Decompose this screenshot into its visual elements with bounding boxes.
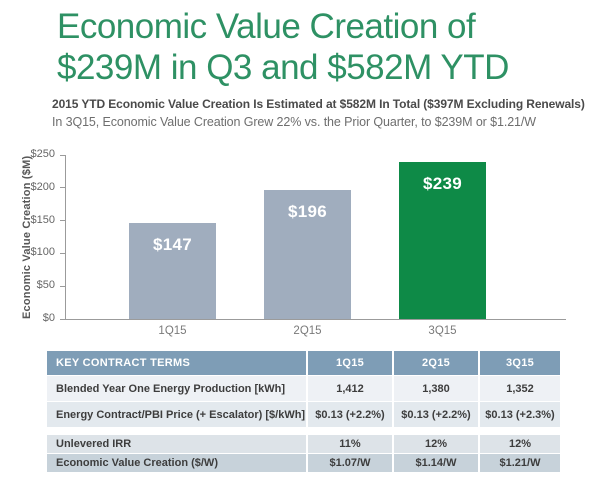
table-header-cell: KEY CONTRACT TERMS — [47, 351, 306, 375]
x-axis-label: 2Q15 — [293, 325, 322, 337]
subtitle-regular: In 3Q15, Economic Value Creation Grew 22… — [52, 115, 536, 129]
table-row: Economic Value Creation ($/W) $1.07/W $1.1… — [47, 454, 560, 472]
bar-value-label: $196 — [287, 202, 328, 222]
contract-terms-table: KEY CONTRACT TERMS 1Q15 2Q15 3Q15 Blended Ye… — [47, 351, 560, 473]
plot-area: Economic Value Creation ($M) $0 $50 $100 $1… — [21, 148, 566, 337]
y-tick-mark — [60, 187, 66, 189]
table-row-label: Energy Contract/PBI Price (+ Escalator) … — [47, 402, 306, 427]
y-tick-label: $250 — [30, 148, 55, 160]
page-title-line-2: $239M in Q3 and $582M YTD — [57, 48, 509, 87]
table-header-row: KEY CONTRACT TERMS 1Q15 2Q15 3Q15 — [47, 351, 560, 375]
y-tick-mark — [60, 252, 66, 254]
page-title: Economic Value Creation of $239M in Q3 a… — [57, 6, 577, 88]
table-row-label: Unlevered IRR — [47, 435, 306, 453]
table-cell: 12% — [394, 435, 478, 453]
y-tick-label: $200 — [30, 180, 55, 193]
table-row-label: Blended Year One Energy Production [kWh] — [47, 376, 306, 401]
table-cell: 1,412 — [308, 376, 392, 401]
table-row: Unlevered IRR 11% 12% 12% — [47, 435, 560, 453]
bar-value-label: $147 — [152, 234, 193, 254]
table-row-label: Economic Value Creation ($/W) — [47, 454, 306, 472]
y-tick-label: $100 — [30, 246, 55, 259]
table-section-spacer — [47, 428, 560, 435]
table-row: Energy Contract/PBI Price (+ Escalator) … — [47, 402, 560, 427]
table-cell: $0.13 (+2.3%) — [480, 402, 560, 427]
table-cell: $0.13 (+2.2%) — [308, 402, 392, 427]
x-axis-label: 1Q15 — [158, 325, 187, 337]
y-tick-mark — [60, 285, 66, 287]
table-cell: 11% — [308, 435, 392, 453]
y-tick-mark — [60, 154, 66, 156]
y-tick-label: $50 — [36, 279, 55, 292]
bar-2q15: $196 — [264, 190, 351, 319]
bar-3q15: $239 — [399, 162, 486, 319]
x-axis-label: 3Q15 — [428, 325, 457, 337]
table-cell: $1.07/W — [308, 454, 392, 472]
table-cell: 1,380 — [394, 376, 478, 401]
y-tick-label: $150 — [30, 213, 55, 226]
table-cell: $1.14/W — [394, 454, 478, 472]
table-cell: $1.21/W — [480, 454, 560, 472]
y-tick-mark — [60, 220, 66, 222]
table-header-cell: 3Q15 — [480, 351, 560, 375]
table-row: Blended Year One Energy Production [kWh]… — [47, 376, 560, 401]
table-header-cell: 1Q15 — [308, 351, 392, 375]
table-cell: 1,352 — [480, 376, 560, 401]
bar-chart: Economic Value Creation ($M) $0 $50 $100 $1… — [0, 145, 600, 345]
page-title-line-1: Economic Value Creation of — [57, 7, 476, 46]
bar-1q15: $147 — [129, 222, 216, 319]
table-cell: $0.13 (+2.2%) — [394, 402, 478, 427]
y-tick-mark — [60, 318, 66, 320]
bar-value-label: $239 — [422, 174, 463, 194]
y-tick-label: $0 — [42, 312, 55, 324]
table-cell: 12% — [480, 435, 560, 453]
subtitle-bold: 2015 YTD Economic Value Creation Is Esti… — [52, 97, 585, 111]
y-axis-title: Economic Value Creation ($M) — [21, 155, 33, 319]
table-header-cell: 2Q15 — [394, 351, 478, 375]
